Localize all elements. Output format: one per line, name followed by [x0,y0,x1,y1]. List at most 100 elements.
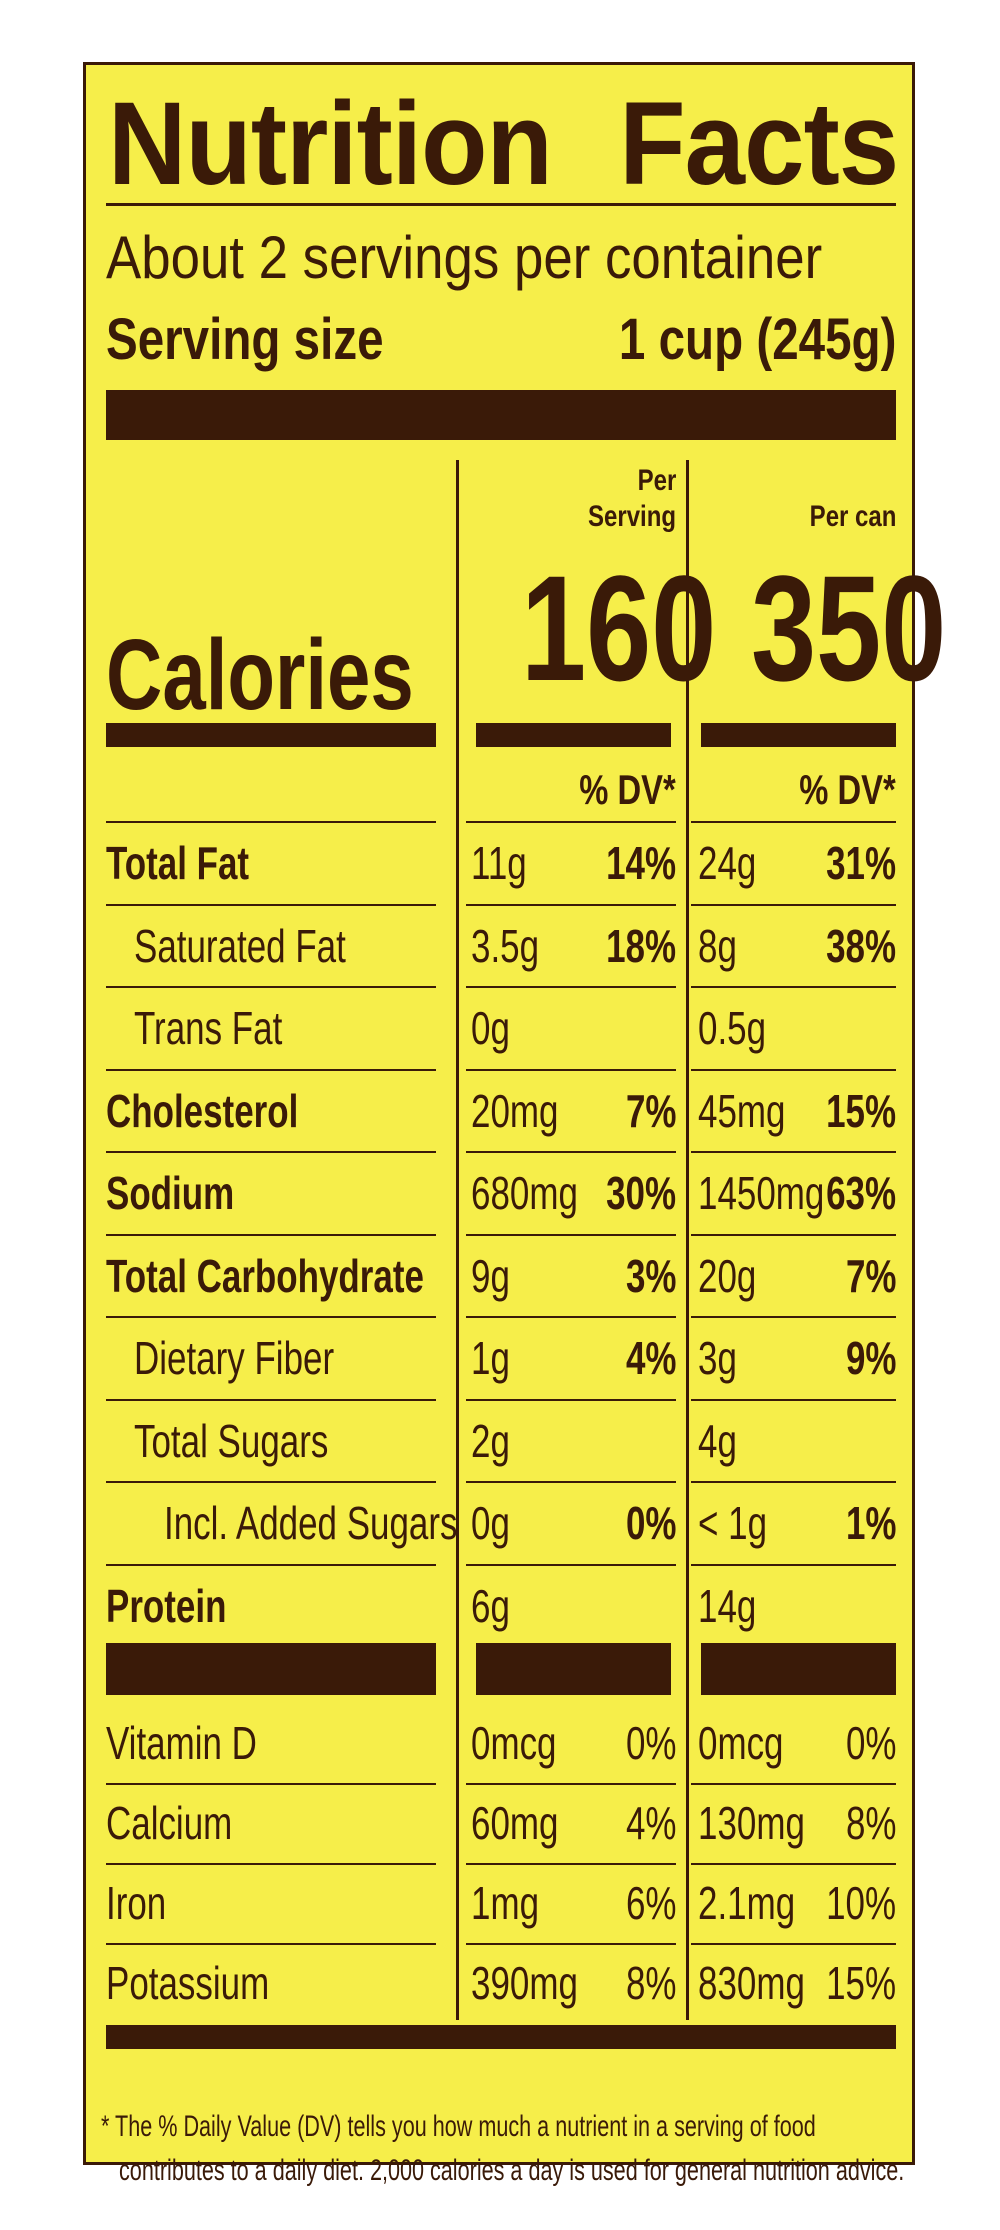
row-divider [466,1783,676,1785]
serving-dv: 3% [556,1246,676,1306]
serving-dv-text: 8% [625,1957,676,2009]
can-amount-text: 24g [698,837,757,889]
vitamin-name-text: Potassium [106,1957,270,2009]
nutrient-name-text: Saturated Fat [134,919,346,972]
can-amount: 0mcg [698,1713,810,1773]
dv-header-can: % DV* [799,766,896,813]
serving-dv-text: 18% [606,919,676,972]
can-dv-text: 9% [845,1332,896,1384]
calories-bar-mid [476,723,671,747]
can-dv: 63% [786,1163,896,1223]
column-divider-2 [686,460,689,2020]
serving-dv: 18% [556,916,676,976]
can-amount-text: 130mg [698,1797,805,1849]
can-amount: < 1g [698,1493,789,1553]
vitamin-bar-mid [476,1643,671,1695]
can-amount: 20g [698,1246,775,1306]
can-dv: 1% [786,1493,896,1553]
title-nutrition: Nutrition [108,78,553,210]
vitamin-name-text: Iron [106,1877,167,1929]
nutrient-name: Protein [106,1576,264,1636]
divider [106,203,896,206]
serving-amount-text: 2g [471,1414,510,1467]
can-amount: 4g [698,1411,749,1471]
can-amount-text: 830mg [698,1957,805,2009]
serving-dv: 4% [556,1328,676,1388]
row-divider [106,1863,436,1865]
can-dv: 15% [786,1081,896,1141]
can-dv-text: 15% [826,1957,896,2009]
serving-amount-text: 6g [471,1579,510,1632]
serving-dv: 6% [556,1873,676,1933]
row-divider [466,1398,676,1401]
title-facts: Facts [618,78,899,210]
can-dv [786,998,896,1058]
row-divider [691,1563,896,1566]
row-divider [691,1943,896,1945]
vitamin-bar-right [701,1643,896,1695]
serving-dv: 14% [556,833,676,893]
serving-amount-text: 0g [471,1497,510,1549]
can-amount-text: 0mcg [698,1717,784,1769]
vitamin-name: Potassium [106,1953,321,2013]
row-divider [466,986,676,988]
serving-dv: 0% [556,1493,676,1553]
footnote-bar [106,2025,896,2049]
can-amount-text: 1450mg [698,1167,825,1219]
can-dv: 0% [786,1713,896,1773]
serving-amount-text: 0mcg [471,1717,557,1769]
can-amount: 3g [698,1328,749,1388]
footnote-line-2: contributes to a daily diet. 2,000 calor… [119,2154,905,2187]
row-divider [106,821,436,823]
can-dv: 7% [786,1246,896,1306]
nutrient-name-text: Total Carbohydrate [106,1249,424,1302]
can-amount-text: 8g [698,919,737,972]
row-divider [106,1068,436,1071]
vitamin-name-text: Calcium [106,1797,233,1849]
serving-amount: 680mg [471,1163,612,1223]
row-divider [106,1563,436,1566]
can-amount: 45mg [698,1081,813,1141]
vitamin-name: Iron [106,1873,185,1933]
calories-bar-right [701,723,896,747]
row-divider [106,1151,436,1153]
column-divider-1 [456,460,459,2020]
row-divider [691,903,896,906]
nutrient-name: Sodium [106,1163,275,1223]
row-divider [691,1151,896,1153]
footnote-line-1: * The % Daily Value (DV) tells you how m… [101,2110,816,2143]
nutrient-name-text: Dietary Fiber [134,1332,335,1384]
nutrient-name-text: Trans Fat [134,1002,283,1054]
can-dv-text: 38% [826,919,896,972]
serving-amount: 2g [471,1411,522,1471]
serving-amount: 390mg [471,1953,612,2013]
serving-amount-text: 0g [471,1002,510,1054]
serving-amount: 3.5g [471,916,561,976]
serving-dv [556,1411,676,1471]
serving-dv-text: 4% [625,1797,676,1849]
can-dv: 10% [786,1873,896,1933]
row-divider [466,821,676,823]
can-amount: 0.5g [698,998,788,1058]
serving-dv-text: 0% [625,1497,676,1549]
nutrient-name-text: Total Sugars [134,1414,329,1467]
row-divider [106,1398,436,1401]
nutrient-name: Incl. Added Sugars [164,1493,550,1553]
row-divider [691,1398,896,1401]
serving-dv: 30% [556,1163,676,1223]
row-divider [466,1863,676,1865]
row-divider [466,1563,676,1566]
serving-amount-text: 1g [471,1332,510,1384]
vitamin-bar-left [106,1643,436,1695]
serving-dv: 0% [556,1713,676,1773]
can-dv: 9% [786,1328,896,1388]
row-divider [691,1233,896,1236]
servings-per-container: About 2 servings per container [106,224,823,291]
can-amount: 2.1mg [698,1873,826,1933]
row-divider [106,1233,436,1236]
nutrient-name-text: Sodium [106,1167,235,1219]
nutrient-name: Total Fat [106,833,294,893]
serving-amount: 20mg [471,1081,586,1141]
nutrient-name: Total Carbohydrate [106,1246,524,1306]
serving-dv [556,1576,676,1636]
